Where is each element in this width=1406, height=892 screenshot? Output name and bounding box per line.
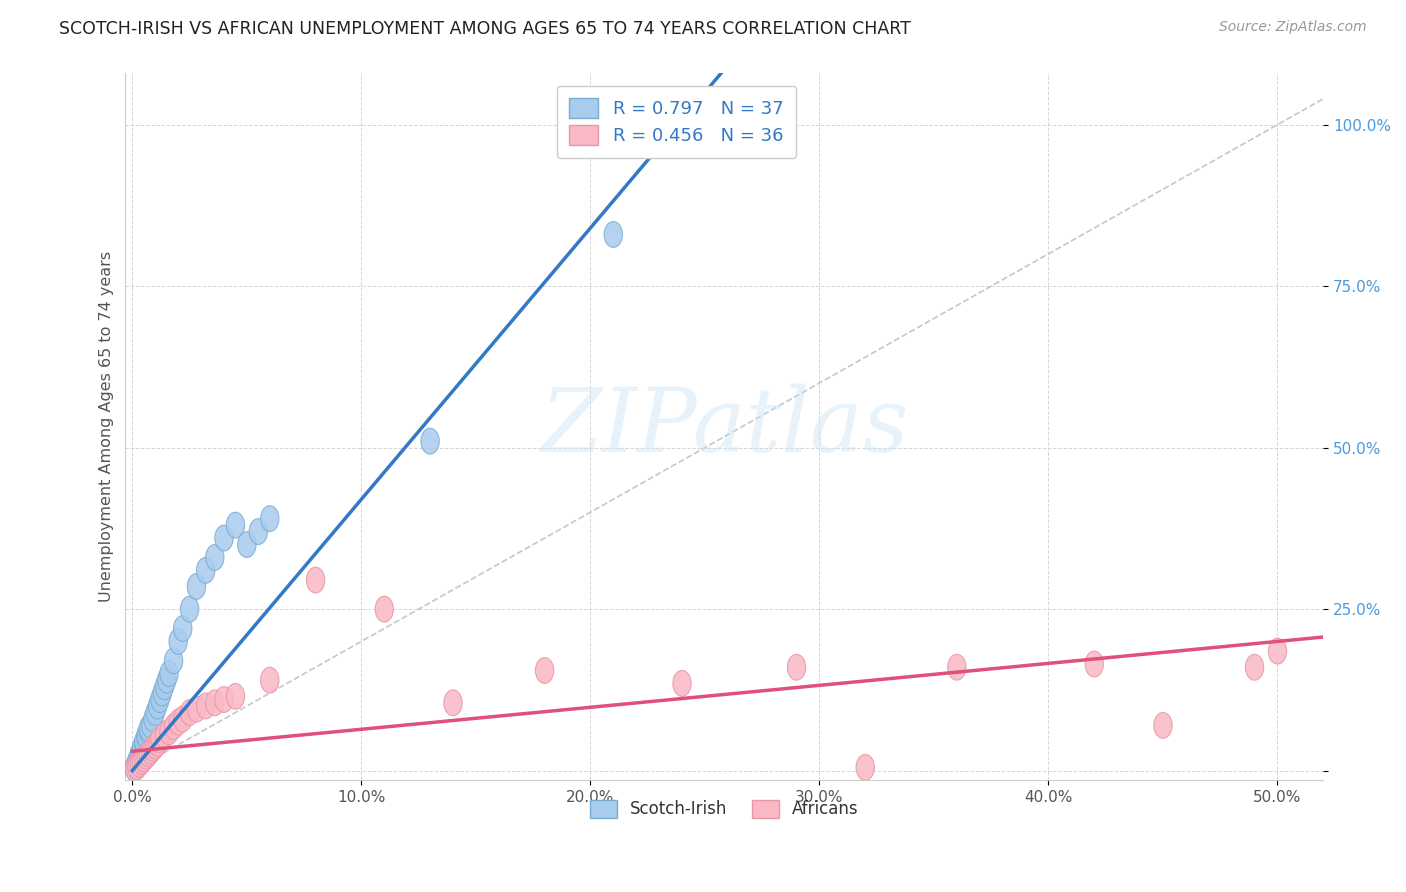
Ellipse shape bbox=[169, 709, 187, 735]
Ellipse shape bbox=[129, 751, 149, 777]
Ellipse shape bbox=[238, 532, 256, 558]
Ellipse shape bbox=[129, 741, 149, 767]
Ellipse shape bbox=[135, 729, 153, 755]
Ellipse shape bbox=[157, 667, 176, 693]
Ellipse shape bbox=[165, 648, 183, 673]
Ellipse shape bbox=[856, 755, 875, 780]
Ellipse shape bbox=[673, 671, 692, 697]
Y-axis label: Unemployment Among Ages 65 to 74 years: Unemployment Among Ages 65 to 74 years bbox=[100, 251, 114, 602]
Ellipse shape bbox=[132, 748, 150, 774]
Ellipse shape bbox=[260, 667, 278, 693]
Ellipse shape bbox=[125, 756, 143, 781]
Ellipse shape bbox=[150, 727, 169, 753]
Ellipse shape bbox=[143, 736, 162, 762]
Ellipse shape bbox=[128, 754, 146, 780]
Ellipse shape bbox=[146, 699, 165, 725]
Ellipse shape bbox=[307, 567, 325, 593]
Ellipse shape bbox=[136, 743, 155, 769]
Ellipse shape bbox=[205, 690, 224, 715]
Ellipse shape bbox=[169, 629, 187, 655]
Ellipse shape bbox=[149, 731, 167, 756]
Ellipse shape bbox=[155, 673, 173, 699]
Ellipse shape bbox=[605, 221, 623, 247]
Ellipse shape bbox=[142, 739, 160, 764]
Ellipse shape bbox=[1154, 713, 1173, 739]
Ellipse shape bbox=[150, 687, 169, 713]
Ellipse shape bbox=[197, 693, 215, 719]
Ellipse shape bbox=[155, 723, 173, 748]
Ellipse shape bbox=[948, 655, 966, 681]
Ellipse shape bbox=[197, 558, 215, 583]
Ellipse shape bbox=[249, 518, 267, 544]
Ellipse shape bbox=[136, 725, 155, 751]
Ellipse shape bbox=[375, 596, 394, 622]
Ellipse shape bbox=[125, 754, 143, 780]
Ellipse shape bbox=[160, 719, 179, 745]
Legend: Scotch-Irish, Africans: Scotch-Irish, Africans bbox=[583, 793, 866, 825]
Ellipse shape bbox=[180, 596, 198, 622]
Ellipse shape bbox=[146, 733, 165, 759]
Ellipse shape bbox=[139, 715, 157, 741]
Ellipse shape bbox=[187, 574, 205, 599]
Ellipse shape bbox=[165, 714, 183, 739]
Ellipse shape bbox=[187, 697, 205, 723]
Ellipse shape bbox=[536, 657, 554, 683]
Ellipse shape bbox=[173, 615, 191, 641]
Ellipse shape bbox=[260, 506, 278, 532]
Ellipse shape bbox=[139, 719, 157, 745]
Ellipse shape bbox=[132, 735, 150, 761]
Ellipse shape bbox=[226, 512, 245, 538]
Ellipse shape bbox=[128, 751, 146, 777]
Ellipse shape bbox=[136, 723, 155, 748]
Ellipse shape bbox=[226, 683, 245, 709]
Ellipse shape bbox=[180, 699, 198, 725]
Ellipse shape bbox=[420, 428, 439, 454]
Ellipse shape bbox=[153, 681, 172, 706]
Ellipse shape bbox=[205, 544, 224, 570]
Ellipse shape bbox=[787, 655, 806, 681]
Ellipse shape bbox=[444, 690, 463, 715]
Ellipse shape bbox=[173, 706, 191, 731]
Ellipse shape bbox=[135, 746, 153, 772]
Text: ZIPatlas: ZIPatlas bbox=[540, 384, 908, 470]
Ellipse shape bbox=[128, 748, 146, 774]
Ellipse shape bbox=[1268, 638, 1286, 664]
Ellipse shape bbox=[125, 756, 143, 781]
Ellipse shape bbox=[139, 741, 157, 767]
Ellipse shape bbox=[1246, 655, 1264, 681]
Ellipse shape bbox=[215, 525, 233, 551]
Text: SCOTCH-IRISH VS AFRICAN UNEMPLOYMENT AMONG AGES 65 TO 74 YEARS CORRELATION CHART: SCOTCH-IRISH VS AFRICAN UNEMPLOYMENT AMO… bbox=[59, 20, 911, 37]
Ellipse shape bbox=[129, 745, 149, 771]
Ellipse shape bbox=[1085, 651, 1104, 677]
Text: Source: ZipAtlas.com: Source: ZipAtlas.com bbox=[1219, 20, 1367, 34]
Ellipse shape bbox=[143, 706, 162, 731]
Ellipse shape bbox=[142, 713, 160, 739]
Ellipse shape bbox=[149, 693, 167, 719]
Ellipse shape bbox=[135, 731, 153, 757]
Ellipse shape bbox=[160, 661, 179, 687]
Ellipse shape bbox=[132, 739, 150, 764]
Ellipse shape bbox=[215, 687, 233, 713]
